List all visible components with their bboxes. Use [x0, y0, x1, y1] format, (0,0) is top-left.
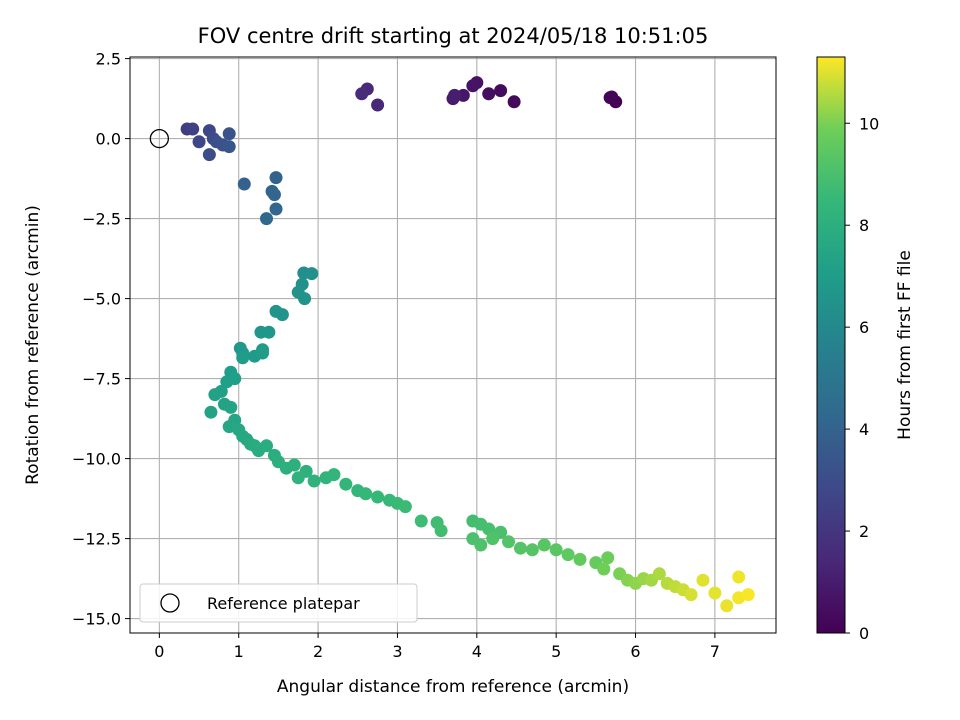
colorbar-label: Hours from first FF file	[895, 250, 915, 440]
data-point	[537, 538, 551, 552]
data-point	[287, 458, 301, 472]
colorbar-frame	[816, 56, 846, 634]
data-point	[260, 212, 274, 226]
y-tick-label: −5.0	[82, 290, 121, 309]
data-point	[269, 202, 283, 216]
data-point	[741, 588, 755, 602]
reference-point	[149, 128, 170, 149]
data-point	[204, 405, 218, 419]
data-point	[398, 500, 412, 514]
data-point	[275, 308, 289, 322]
data-point	[549, 543, 563, 557]
data-point	[561, 548, 575, 562]
data-point	[486, 532, 500, 546]
data-point	[371, 98, 385, 112]
data-point	[603, 91, 617, 105]
data-point	[474, 538, 488, 552]
data-point	[262, 325, 276, 339]
colorbar: 0 2 4 6 8 10 Hours from first FF file	[816, 56, 915, 643]
x-tick-label: 0	[154, 642, 164, 661]
colorbar-gradient	[817, 57, 845, 633]
data-point	[448, 88, 462, 102]
data-point	[466, 79, 480, 93]
y-tick-label: 2.5	[96, 50, 121, 69]
data-point	[291, 471, 305, 485]
x-axis-ticks: 0 1 2 3 4 5 6 7	[154, 633, 720, 661]
data-point	[414, 514, 428, 528]
data-point	[186, 122, 200, 136]
data-point	[502, 535, 516, 549]
data-point	[573, 552, 587, 566]
data-point	[222, 127, 236, 141]
data-point	[222, 140, 236, 154]
colorbar-tick-label: 8	[859, 216, 869, 235]
data-point	[513, 541, 527, 555]
data-point	[652, 567, 666, 581]
data-point	[684, 588, 698, 602]
colorbar-tick-label: 10	[859, 114, 879, 133]
x-axis-label: Angular distance from reference (arcmin)	[277, 677, 629, 697]
data-point	[269, 171, 283, 185]
data-point	[267, 188, 281, 202]
y-axis-label: Rotation from reference (arcmin)	[23, 205, 43, 485]
scatter-points	[180, 76, 755, 613]
y-tick-label: −7.5	[82, 370, 121, 389]
x-tick-label: 2	[313, 642, 323, 661]
data-point	[202, 148, 216, 162]
data-point	[708, 586, 722, 600]
x-tick-label: 1	[234, 642, 244, 661]
data-point	[597, 562, 611, 576]
data-point	[732, 570, 746, 584]
data-point	[237, 177, 251, 191]
x-tick-label: 7	[710, 642, 720, 661]
data-point	[696, 573, 710, 587]
chart-title: FOV centre drift starting at 2024/05/18 …	[198, 24, 709, 48]
data-point	[482, 87, 496, 101]
data-point	[327, 468, 341, 482]
data-point	[507, 95, 521, 109]
x-tick-label: 4	[472, 642, 482, 661]
data-point	[601, 551, 615, 565]
grid	[130, 57, 776, 633]
y-tick-label: −15.0	[72, 610, 121, 629]
x-tick-label: 3	[392, 642, 402, 661]
y-axis-ticks: 2.5 0.0 −2.5 −5.0 −7.5 −10.0 −12.5 −15.0	[72, 50, 130, 629]
y-tick-label: −12.5	[72, 530, 121, 549]
x-tick-label: 6	[630, 642, 640, 661]
data-point	[224, 400, 238, 414]
colorbar-tick-label: 6	[859, 318, 869, 337]
legend-box	[139, 583, 418, 623]
colorbar-tick-label: 0	[859, 624, 869, 643]
colorbar-ticks: 0 2 4 6 8 10	[845, 114, 879, 643]
y-tick-label: 0.0	[96, 130, 121, 149]
data-point	[359, 487, 373, 501]
x-tick-label: 5	[551, 642, 561, 661]
data-point	[192, 135, 206, 149]
legend: Reference platepar	[139, 583, 418, 623]
data-point	[525, 543, 539, 557]
colorbar-tick-label: 2	[859, 522, 869, 541]
data-point	[494, 84, 508, 98]
data-point	[208, 388, 222, 402]
data-point	[307, 474, 321, 488]
data-point	[339, 477, 353, 491]
y-tick-label: −2.5	[82, 210, 121, 229]
data-point	[720, 599, 734, 613]
data-point	[260, 439, 274, 453]
data-point	[236, 351, 250, 365]
legend-label: Reference platepar	[207, 594, 360, 613]
data-point	[434, 524, 448, 538]
y-tick-label: −10.0	[72, 450, 121, 469]
colorbar-tick-label: 4	[859, 420, 869, 439]
data-point	[298, 292, 312, 306]
plot-frame	[129, 56, 777, 634]
data-point	[371, 490, 385, 504]
data-point	[220, 375, 234, 389]
legend-marker	[160, 593, 180, 613]
data-point	[355, 87, 369, 101]
data-point	[305, 267, 319, 281]
data-point	[256, 346, 270, 360]
